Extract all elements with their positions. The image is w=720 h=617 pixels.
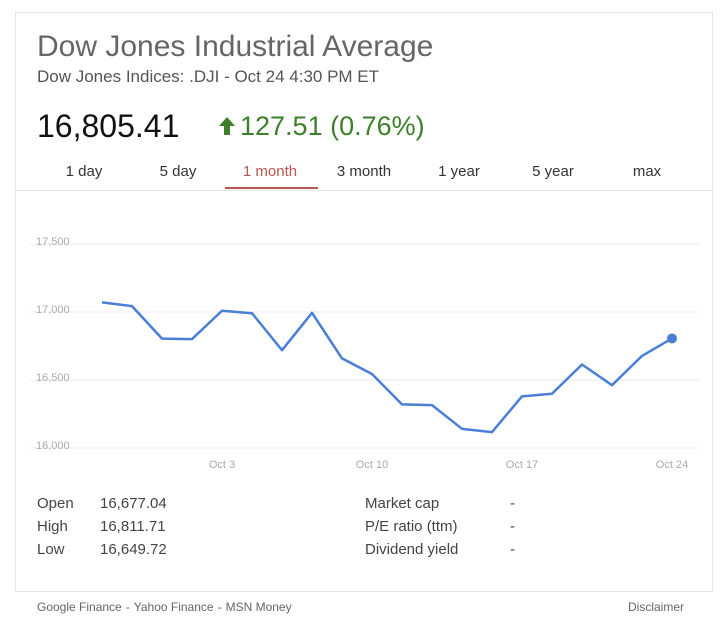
divider — [16, 190, 712, 191]
tab[interactable]: 1 month — [242, 163, 298, 180]
x-tick-label: Oct 10 — [356, 459, 388, 471]
title: Dow Jones Industrial Average — [37, 30, 434, 63]
price: 16,805.41 — [37, 108, 180, 144]
tab-underline — [225, 187, 318, 189]
tab[interactable]: 1 day — [65, 163, 103, 180]
stat-label: Market cap — [365, 495, 440, 512]
price-line — [101, 301, 673, 434]
tab[interactable]: max — [632, 163, 662, 180]
stat-value: - — [510, 541, 515, 558]
card — [15, 12, 713, 592]
y-tick-label: 16,000 — [36, 440, 70, 452]
chart: 16,000 16,500 17,000 17,500 Oct 3 Oct 10 Oct 1… — [30, 236, 700, 471]
stat-label: P/E ratio (ttm) — [365, 518, 458, 535]
source-link[interactable]: Yahoo Finance — [133, 600, 214, 614]
stat-label: Dividend yield — [365, 541, 459, 558]
y-tick-label: 17,000 — [36, 304, 70, 316]
up-arrow — [219, 117, 235, 135]
stat-value: 16,677.04 — [100, 495, 167, 512]
separator: - — [125, 600, 130, 614]
stat-label: High — [37, 518, 68, 535]
y-tick-label: 16,500 — [36, 372, 70, 384]
stat-value: - — [510, 518, 515, 535]
change: 127.51 (0.76%) — [240, 111, 425, 141]
tab[interactable]: 1 year — [438, 163, 480, 180]
footer: Google Finance - Yahoo Finance - MSN Money — [37, 600, 296, 614]
stat-label: Low — [37, 541, 65, 558]
last-point — [667, 333, 677, 344]
x-tick-label: Oct 3 — [209, 459, 235, 471]
tab[interactable]: 5 day — [159, 163, 197, 180]
tab[interactable]: 3 month — [336, 163, 392, 180]
y-tick-label: 17,500 — [36, 236, 70, 248]
stat-value: - — [510, 495, 515, 512]
source-link[interactable]: Google Finance — [37, 600, 122, 614]
x-tick-label: Oct 17 — [506, 459, 538, 471]
stat-value: 16,811.71 — [100, 518, 166, 535]
separator: - — [217, 600, 222, 614]
subtitle: Dow Jones Indices: .DJI - Oct 24 4:30 PM… — [37, 67, 380, 86]
disclaimer[interactable]: Disclaimer — [628, 600, 685, 614]
source-link[interactable]: MSN Money — [225, 600, 292, 614]
stat-label: Open — [37, 495, 74, 512]
stat-value: 16,649.72 — [100, 541, 167, 558]
tab[interactable]: 5 year — [532, 163, 574, 180]
x-tick-label: Oct 24 — [656, 459, 688, 471]
